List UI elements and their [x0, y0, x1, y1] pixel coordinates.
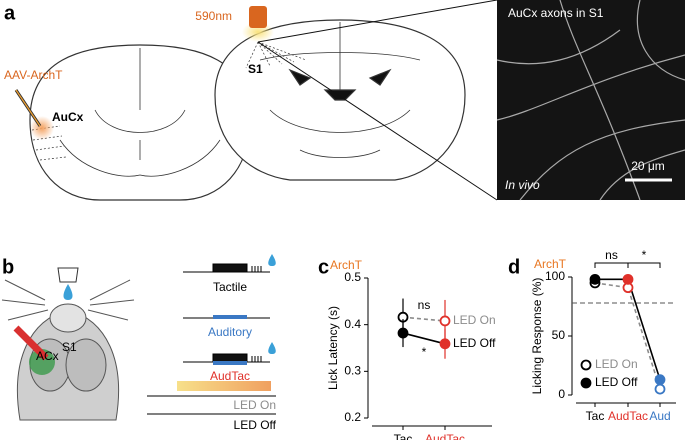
y-axis-label: Lick Latency (s): [326, 306, 340, 390]
legend-label: LED Off: [595, 375, 638, 389]
annotation: *: [642, 248, 647, 262]
data-point: [654, 374, 666, 386]
data-point: [589, 273, 601, 285]
data-point: [654, 383, 666, 395]
legend-label: LED Off: [453, 336, 496, 350]
annotation: ns: [605, 248, 618, 262]
legend-label: LED On: [453, 313, 496, 327]
pipette: [15, 89, 41, 127]
panel-label: a: [4, 2, 16, 24]
series-line: [402, 316, 446, 322]
trial-schematic: [147, 254, 276, 415]
image-title: AuCx axons in S1: [508, 6, 604, 20]
microscopy-image: [496, 0, 685, 201]
data-point: [397, 327, 409, 339]
series-line: [594, 282, 661, 390]
legend-marker: [580, 377, 592, 389]
data-point: [439, 338, 451, 350]
y-tick-label: 0.3: [344, 364, 361, 378]
series-line: [402, 332, 446, 345]
legend-marker: [580, 359, 592, 371]
y-tick-label: 0.2: [344, 410, 361, 424]
x-tick-label: Tac: [394, 432, 413, 440]
y-tick-label: 0: [558, 387, 565, 401]
scale-bar-label: 20 μm: [631, 159, 665, 173]
data-point: [439, 315, 451, 327]
significance-bracket: [594, 262, 629, 268]
y-tick-label: 0.4: [344, 317, 361, 331]
panel-label: c: [318, 256, 329, 278]
y-tick-label: 50: [552, 328, 566, 342]
annotation: ns: [418, 298, 431, 312]
panel-label: d: [508, 256, 520, 278]
chart-title: ArchT: [330, 258, 363, 272]
injection-site: [30, 116, 54, 140]
region-label: AuCx: [52, 110, 84, 124]
x-tick-label: Tac: [586, 409, 605, 423]
x-tick-label: AudTac: [608, 409, 648, 423]
brain-diagram: [29, 0, 498, 201]
led-label: LED On: [233, 398, 276, 412]
trial-label: AudTac: [210, 369, 250, 383]
panel-label: b: [2, 256, 14, 278]
region-label: S1: [62, 340, 77, 354]
significance-bracket: [627, 262, 661, 268]
trial-label: Tactile: [213, 280, 247, 294]
virus-label: AAV-ArchT: [4, 68, 63, 82]
light-label: 590nm: [195, 9, 232, 23]
x-tick-label: Aud: [649, 409, 670, 423]
x-tick-label: AudTac: [425, 432, 465, 440]
y-tick-label: 100: [545, 269, 565, 283]
mouse-diagram: [1, 267, 135, 421]
region-label: S1: [248, 62, 263, 76]
data-point: [622, 273, 634, 285]
image-note: In vivo: [505, 178, 540, 192]
annotation: *: [422, 345, 427, 359]
region-label: ACx: [36, 349, 59, 363]
chart-title: ArchT: [534, 257, 567, 271]
legend-label: LED On: [595, 357, 638, 371]
led-fiber: [249, 6, 267, 28]
y-axis-label: Licking Response (%): [530, 278, 544, 395]
y-tick-label: 0.5: [344, 270, 361, 284]
led-label: LED Off: [234, 418, 277, 432]
trial-label: Auditory: [208, 325, 252, 339]
